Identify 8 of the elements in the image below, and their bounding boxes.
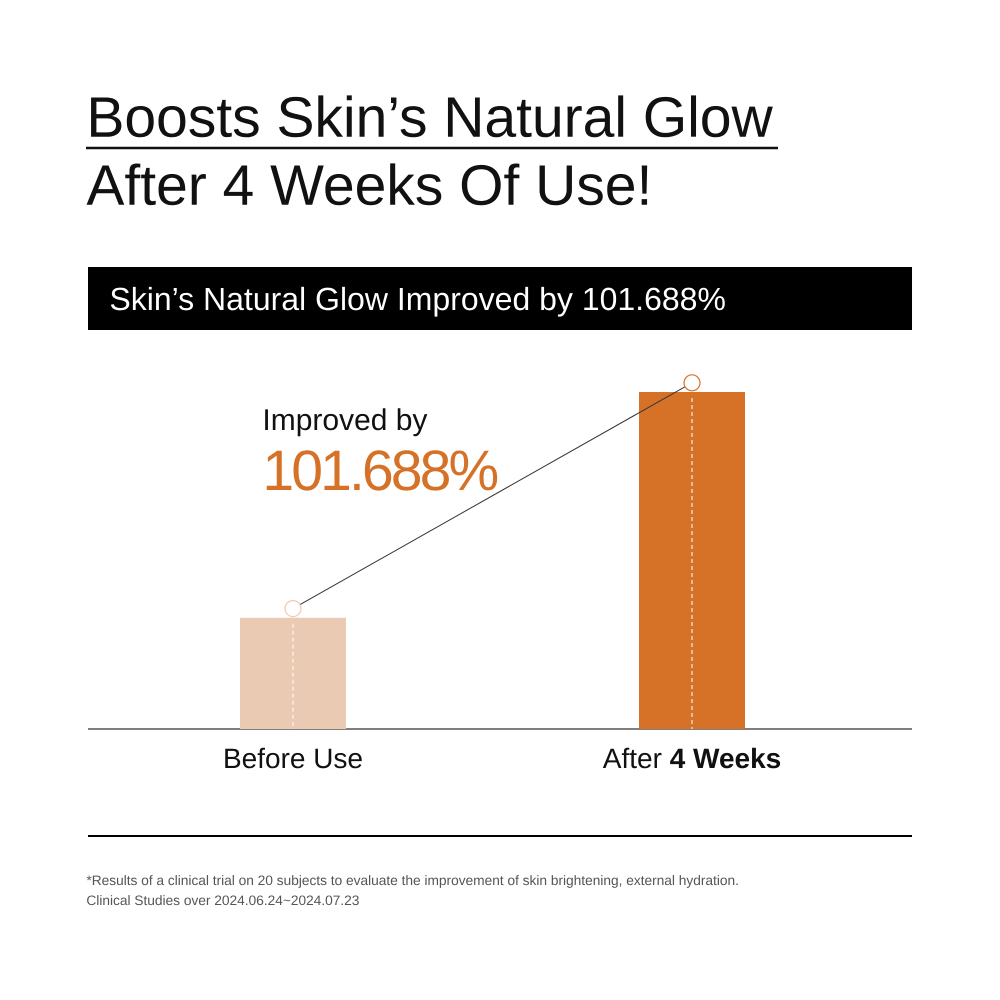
x-tick-label: Before Use (225, 748, 362, 768)
chart-subtitle: Skin’s Natural Glow Improved by 101.688% (110, 286, 725, 317)
annotation: 101.688% (266, 450, 498, 491)
chart-title: Boosts Skin’s Natural Glow After 4 Weeks Of Use! (86, 95, 773, 206)
text: *Results of a clinical trial on 20 subjects to evaluate the improvement of skin brightening, external hydration. (86, 875, 738, 888)
text: Clinical Studies over 2024.06.24~2024.07.23 (87, 895, 359, 906)
annotation: Improved by (265, 408, 428, 436)
x-tick-label: After 4 Weeks (602, 748, 780, 768)
